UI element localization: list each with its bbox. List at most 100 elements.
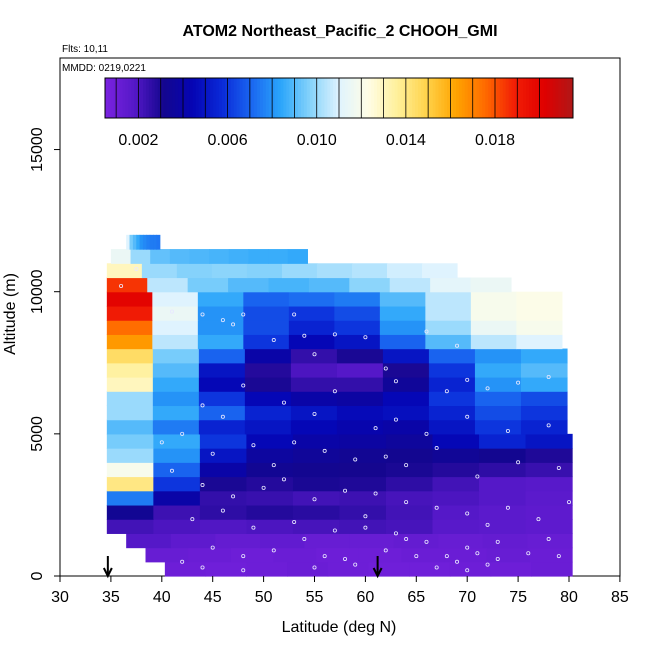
colorbar-segment xyxy=(476,78,480,118)
heatmap-cell xyxy=(525,476,573,492)
sample-point xyxy=(343,488,348,493)
colorbar-segment xyxy=(166,78,170,118)
sample-point xyxy=(169,468,174,473)
colorbar-segment xyxy=(189,78,194,118)
sample-point xyxy=(475,474,480,479)
colorbar-segment xyxy=(353,78,358,118)
colorbar-segment xyxy=(374,78,378,118)
heatmap-cell xyxy=(339,476,387,492)
heatmap-cell xyxy=(339,433,387,449)
colorbar-segment xyxy=(479,78,483,118)
colorbar-segment xyxy=(532,78,536,118)
colorbar-segment xyxy=(204,78,208,118)
colorbar-segment xyxy=(105,78,109,118)
heatmap-cell xyxy=(153,462,201,478)
heatmap-cell xyxy=(106,519,154,534)
heatmap-cell xyxy=(292,462,341,478)
colorbar-segment xyxy=(400,78,404,118)
heatmap-cell xyxy=(106,433,154,449)
heatmap-cell xyxy=(382,405,430,421)
colorbar-segment xyxy=(415,78,419,118)
sample-point xyxy=(556,554,561,559)
heatmap-cell xyxy=(106,305,153,321)
heatmap-cell xyxy=(106,362,154,378)
colorbar-segment xyxy=(172,78,176,118)
heatmap-cell xyxy=(382,419,430,435)
colorbar-segment xyxy=(356,78,360,118)
heatmap-cell xyxy=(273,547,317,563)
sample-point xyxy=(516,460,521,465)
heatmap-cell xyxy=(152,320,199,335)
colorbar-tick-label: 0.006 xyxy=(208,132,248,149)
colorbar-segment xyxy=(300,78,305,118)
heatmap-cell xyxy=(288,305,335,321)
heatmap-cell xyxy=(529,547,573,563)
sample-point xyxy=(180,559,185,564)
sample-point xyxy=(241,312,246,317)
sample-point xyxy=(505,505,510,510)
heatmap-cell xyxy=(152,405,200,421)
heatmap-cell xyxy=(336,405,384,421)
heatmap-cell xyxy=(351,263,388,279)
sample-point xyxy=(353,457,358,462)
colorbar-segment xyxy=(453,78,457,118)
colorbar-segment xyxy=(394,78,398,118)
colorbar-segment xyxy=(438,78,442,118)
colorbar-segment xyxy=(494,78,498,118)
heatmap-cell xyxy=(520,376,568,392)
sample-point xyxy=(220,508,225,513)
heatmap-cell xyxy=(106,448,154,463)
colorbar-segment xyxy=(131,78,135,118)
sample-point xyxy=(322,554,327,559)
heatmap-cell xyxy=(197,320,244,335)
heatmap-cell xyxy=(339,519,387,534)
heatmap-cell xyxy=(525,448,573,463)
colorbar-segment xyxy=(183,78,188,118)
heatmap-cell xyxy=(336,362,384,378)
colorbar-segment xyxy=(558,78,562,118)
sample-point xyxy=(393,531,398,536)
heatmap-cell xyxy=(334,305,381,321)
colorbar-segment xyxy=(312,78,317,118)
heatmap-cell xyxy=(228,249,250,264)
heatmap-cell xyxy=(287,249,308,264)
heatmap-cell xyxy=(379,320,426,335)
colorbar-segment xyxy=(397,78,401,118)
colorbar-segment xyxy=(429,78,434,118)
x-tick-label: 35 xyxy=(102,589,120,606)
colorbar-segment xyxy=(157,78,162,118)
colorbar-segment xyxy=(116,78,121,118)
colorbar-segment xyxy=(298,78,302,118)
colorbar-segment xyxy=(134,78,138,118)
sample-point xyxy=(373,426,378,431)
sample-point xyxy=(231,322,236,327)
sample-point xyxy=(200,403,205,408)
colorbar-segment xyxy=(213,78,217,118)
heatmap-cell xyxy=(141,263,178,279)
sample-point xyxy=(536,517,541,522)
heatmap-cell xyxy=(246,519,294,534)
x-tick-label: 45 xyxy=(204,589,222,606)
sample-point xyxy=(363,514,368,519)
colorbar-segment xyxy=(543,78,548,118)
heatmap-cell xyxy=(228,277,270,293)
colorbar-segment xyxy=(464,78,469,118)
heatmap-cell xyxy=(281,263,318,279)
heatmap-cell xyxy=(287,561,329,577)
sample-point xyxy=(200,565,205,570)
heatmap-cell xyxy=(470,334,517,350)
sample-point xyxy=(292,519,297,524)
colorbar-segment xyxy=(239,78,243,118)
flights-label: Flts: 10,11 xyxy=(62,44,108,55)
colorbar-segment xyxy=(435,78,439,118)
heatmap-cell xyxy=(152,348,200,364)
sample-point xyxy=(119,284,124,289)
colorbar-segment xyxy=(505,78,510,118)
colorbar-segment xyxy=(570,78,574,118)
sample-point xyxy=(485,386,490,391)
heatmap-cell xyxy=(486,547,530,563)
colorbar-segment xyxy=(233,78,238,118)
x-tick-label: 55 xyxy=(306,589,324,606)
heatmap-cell xyxy=(316,263,353,279)
colorbar-segment xyxy=(303,78,308,118)
